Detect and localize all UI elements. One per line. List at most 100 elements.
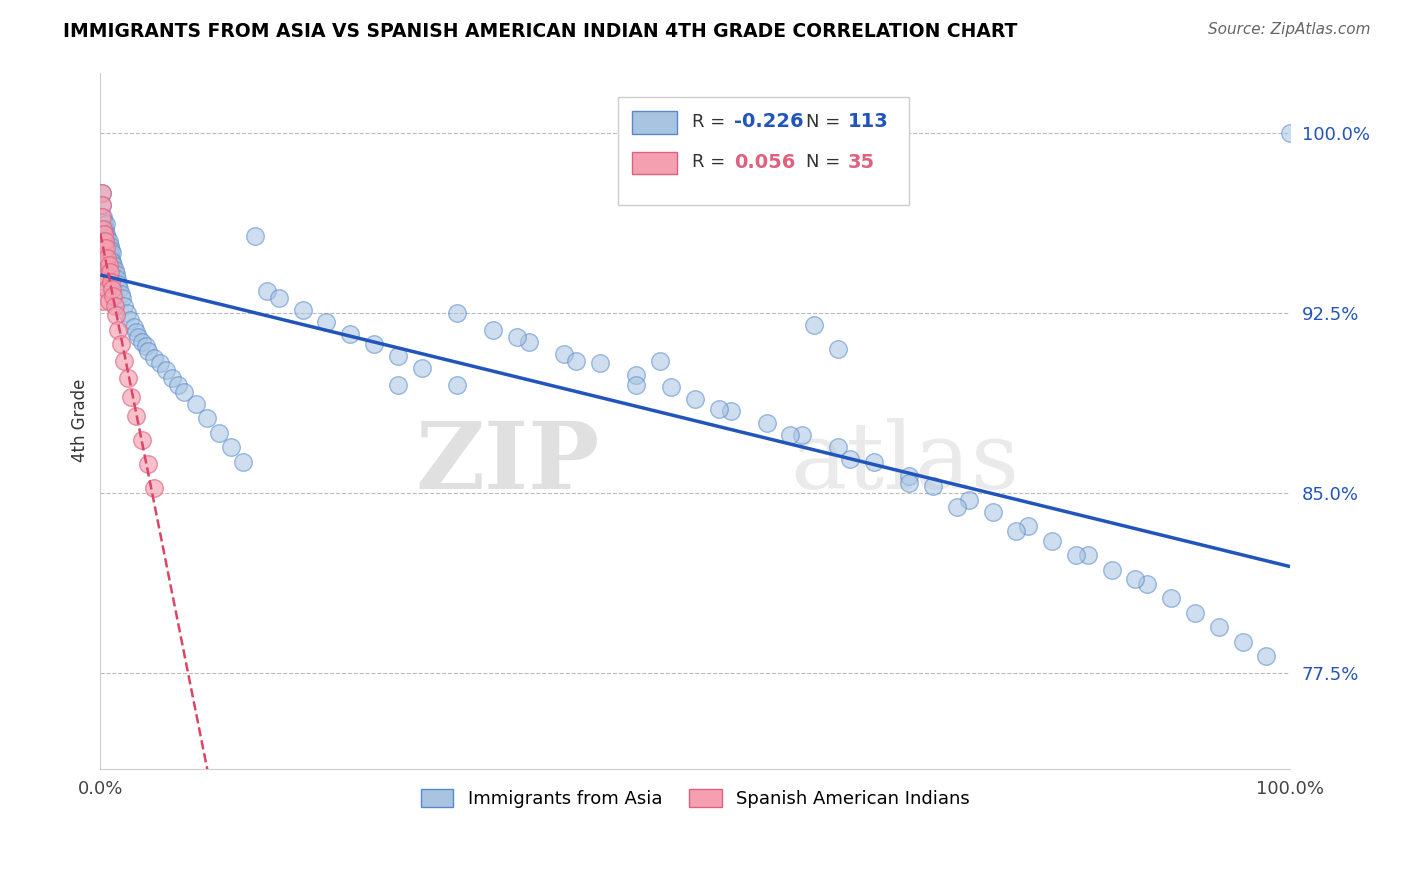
Point xyxy=(1101,562,1123,576)
Point xyxy=(101,255,124,269)
Point xyxy=(96,241,118,255)
Point xyxy=(197,411,219,425)
Point xyxy=(135,339,157,353)
Point xyxy=(111,292,134,306)
Point xyxy=(898,476,921,491)
Point xyxy=(90,186,112,200)
Point xyxy=(387,377,409,392)
Point xyxy=(779,428,801,442)
Y-axis label: 4th Grade: 4th Grade xyxy=(72,379,89,462)
Point xyxy=(96,246,118,260)
Point xyxy=(446,377,468,392)
Point xyxy=(100,275,122,289)
Point xyxy=(93,227,115,241)
Point xyxy=(589,356,612,370)
Point xyxy=(98,238,121,252)
Point xyxy=(517,334,540,349)
Point xyxy=(97,253,120,268)
Point xyxy=(97,258,120,272)
Point xyxy=(838,452,860,467)
Bar xyxy=(617,97,910,205)
Point xyxy=(97,244,120,258)
Point xyxy=(1256,648,1278,663)
Point xyxy=(104,308,127,322)
Point xyxy=(683,392,706,407)
Text: N =: N = xyxy=(806,153,846,171)
Point xyxy=(898,469,921,483)
Point xyxy=(120,313,142,327)
Point xyxy=(1064,548,1087,562)
Point xyxy=(112,299,135,313)
Point xyxy=(792,428,814,442)
Point xyxy=(90,210,112,224)
Point xyxy=(96,251,118,265)
Point xyxy=(104,262,127,277)
Point xyxy=(1125,572,1147,586)
Point xyxy=(160,370,183,384)
Point xyxy=(184,397,207,411)
Point xyxy=(1184,606,1206,620)
Text: 0.056: 0.056 xyxy=(734,153,796,171)
Point xyxy=(93,241,115,255)
Point xyxy=(115,306,138,320)
Point xyxy=(112,354,135,368)
Point xyxy=(256,285,278,299)
Point xyxy=(98,265,121,279)
Point xyxy=(862,454,884,468)
Point xyxy=(93,269,115,284)
Point xyxy=(339,327,361,342)
Point xyxy=(125,409,148,423)
Point xyxy=(1017,519,1039,533)
Point xyxy=(93,234,115,248)
Point xyxy=(103,258,125,272)
Point xyxy=(94,234,117,248)
Point xyxy=(97,234,120,248)
Point xyxy=(363,337,385,351)
Point xyxy=(131,433,153,447)
Point xyxy=(957,493,980,508)
Point xyxy=(131,334,153,349)
Point xyxy=(110,337,132,351)
Point xyxy=(91,234,114,248)
Point xyxy=(90,186,112,200)
Point xyxy=(827,440,849,454)
Point xyxy=(93,222,115,236)
Point xyxy=(90,198,112,212)
Point xyxy=(107,277,129,291)
Point xyxy=(125,325,148,339)
Point xyxy=(565,354,588,368)
Point xyxy=(101,282,124,296)
Text: 35: 35 xyxy=(848,153,875,171)
Text: IMMIGRANTS FROM ASIA VS SPANISH AMERICAN INDIAN 4TH GRADE CORRELATION CHART: IMMIGRANTS FROM ASIA VS SPANISH AMERICAN… xyxy=(63,22,1018,41)
Point xyxy=(93,241,115,255)
Point xyxy=(166,377,188,392)
Point xyxy=(94,229,117,244)
Point xyxy=(107,323,129,337)
Point xyxy=(122,320,145,334)
Point xyxy=(96,269,118,284)
Point xyxy=(648,354,671,368)
Point xyxy=(482,323,505,337)
Point xyxy=(1005,524,1028,538)
Point xyxy=(103,289,125,303)
Point xyxy=(108,282,131,296)
Point xyxy=(506,330,529,344)
Point xyxy=(243,229,266,244)
Point xyxy=(91,293,114,308)
Point xyxy=(104,268,127,282)
Point xyxy=(96,227,118,241)
Point xyxy=(720,404,742,418)
Text: N =: N = xyxy=(806,112,846,130)
Point xyxy=(661,380,683,394)
Point xyxy=(981,505,1004,519)
Point xyxy=(98,248,121,262)
Point xyxy=(96,236,118,251)
Text: 113: 113 xyxy=(848,112,889,131)
Text: Source: ZipAtlas.com: Source: ZipAtlas.com xyxy=(1208,22,1371,37)
Point xyxy=(117,370,139,384)
Point xyxy=(120,390,142,404)
Point xyxy=(411,361,433,376)
Bar xyxy=(633,152,678,174)
Text: ZIP: ZIP xyxy=(416,417,600,508)
Point xyxy=(707,401,730,416)
